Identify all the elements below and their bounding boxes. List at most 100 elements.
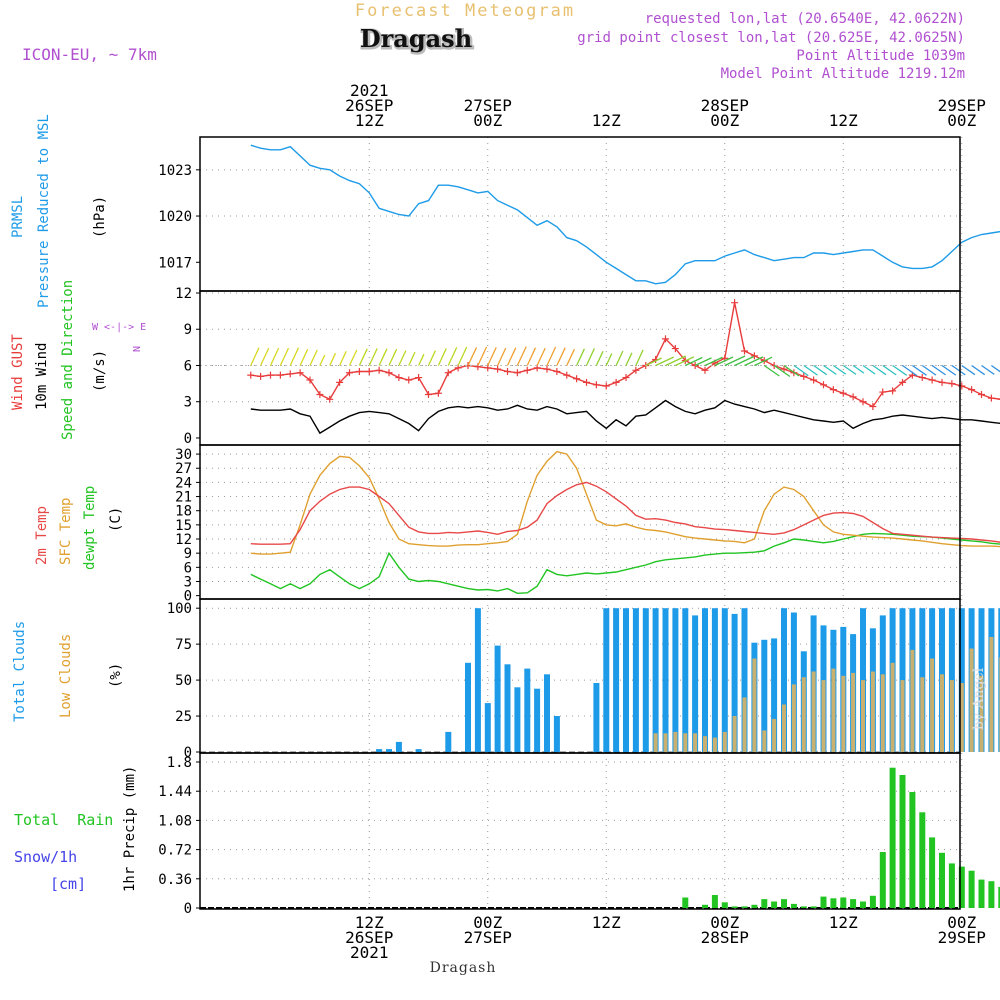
temperature-ytick-label: 24	[175, 475, 192, 491]
wind-direction-arrow	[368, 348, 378, 366]
temperature-ytick-label: 18	[175, 504, 192, 520]
wind-direction-arrow	[961, 364, 976, 376]
sfc-temp-line	[250, 450, 1000, 555]
total-cloud-bar	[632, 608, 639, 752]
wind-direction-arrow	[872, 364, 887, 376]
wind-ytick-label: 3	[184, 395, 192, 411]
wind-gust-line-marker	[365, 368, 373, 376]
rain-bar	[929, 837, 936, 908]
meteogram-title: Forecast Meteogram	[355, 1, 575, 21]
low-cloud-bar	[772, 718, 777, 752]
wind-direction-arrow	[378, 348, 388, 366]
precip-ytick-label: 1.44	[158, 784, 192, 800]
wind-direction-arrow	[595, 351, 604, 366]
wind-gust-line-marker	[602, 382, 610, 390]
wind-gust-line-marker	[622, 374, 630, 382]
wind-direction-arrow	[734, 355, 755, 367]
wind-direction-arrow	[348, 349, 358, 366]
total-cloud-bar	[998, 608, 1000, 752]
wind-gust-line-marker	[800, 372, 808, 380]
low-cloud-bar	[841, 675, 846, 752]
wind-gust-line-marker	[355, 368, 363, 376]
requested-coords: requested lon,lat (20.6540E, 42.0622N)	[645, 11, 965, 27]
wind-gust-line-marker	[405, 376, 413, 384]
wind-direction-arrow	[536, 347, 546, 366]
wind-direction-arrow	[704, 356, 723, 367]
wind-direction-arrow	[852, 364, 865, 374]
rain-bar	[948, 863, 955, 908]
low-cloud-bar	[712, 737, 717, 752]
rain-bar	[958, 866, 965, 908]
clouds-ytick-label: 100	[167, 601, 192, 617]
wind-direction-arrow	[546, 346, 557, 366]
low-cloud-bar	[959, 683, 964, 752]
bottom-time-label: 12Z	[355, 913, 384, 932]
low-cloud-bar	[949, 680, 954, 752]
precip-ytick-label: 0.72	[158, 843, 192, 859]
low-cloud-bar	[663, 733, 668, 752]
low-cloud-bar	[880, 674, 885, 752]
wind-direction-arrow	[655, 356, 675, 367]
precip-label-cm: [cm]	[50, 875, 86, 893]
clouds-ytick-label: 75	[175, 637, 192, 653]
wind-direction-arrow	[260, 347, 270, 366]
wind-gust-line-marker	[336, 378, 344, 386]
wind-speed-line	[250, 399, 1000, 435]
wind-gust-line-marker	[346, 369, 353, 377]
wind-gust-line-marker	[523, 366, 531, 374]
wind-direction-arrow	[566, 348, 575, 366]
wind-gust-line-marker	[869, 403, 877, 411]
low-cloud-bar	[900, 680, 905, 752]
wind-direction-arrow	[526, 347, 537, 366]
pressure-ytick-label: 1020	[158, 209, 192, 225]
rain-bar	[731, 906, 738, 908]
rain-bar	[879, 852, 886, 908]
pressure-label-1: PRMSL	[10, 196, 26, 238]
wind-gust-line-marker	[741, 347, 748, 355]
grid-point-coords: grid point closest lon,lat (20.625E, 42.…	[577, 30, 965, 46]
rain-bar	[761, 899, 768, 908]
temperature-ytick-label: 12	[175, 532, 192, 548]
temp-label-2m: 2m Temp	[34, 506, 50, 565]
total-cloud-bar	[781, 608, 787, 752]
wind-direction-arrow	[833, 364, 847, 375]
rain-bar	[968, 870, 975, 908]
location-title-shadow: Dragash	[361, 25, 473, 54]
wind-gust-line-marker	[454, 364, 462, 372]
precip-ytick-label: 0	[184, 901, 192, 917]
model-label: ICON-EU, ~ 7km	[22, 45, 157, 64]
total-cloud-bar	[741, 608, 748, 752]
total-cloud-bar	[376, 749, 383, 752]
total-cloud-bar	[731, 613, 738, 752]
wind-direction-arrow	[971, 364, 986, 376]
top-time-label: 28SEP	[701, 96, 749, 115]
wind-gust-line-marker	[968, 386, 976, 394]
total-cloud-bar	[613, 608, 620, 752]
wind-direction-arrow	[457, 346, 468, 366]
bottom-time-label: 2021	[350, 943, 389, 962]
wind-direction-arrow	[576, 348, 585, 366]
wind-direction-arrow	[477, 346, 488, 366]
pressure-frame	[199, 136, 961, 292]
wind-gust-line-marker	[296, 369, 304, 377]
wind-direction-arrow	[724, 355, 746, 367]
wind-direction-arrow	[269, 347, 280, 366]
temp-label-sfc: SFC Temp	[58, 498, 74, 565]
bottom-time-label: 12Z	[592, 913, 621, 932]
wind-direction-arrow	[754, 356, 773, 367]
bottom-time-label: 27SEP	[464, 928, 512, 947]
total-cloud-bar	[771, 638, 778, 752]
wind-gust-line-marker	[326, 395, 334, 403]
wind-direction-arrow	[912, 364, 927, 376]
wind-gust-line-marker	[731, 299, 739, 307]
wind-gust-line-marker	[306, 376, 314, 384]
low-cloud-bar	[910, 649, 915, 752]
precip-frame	[199, 752, 961, 910]
total-cloud-bar	[958, 608, 965, 752]
low-cloud-bar	[722, 731, 727, 752]
wind-gust-line-marker	[425, 390, 432, 398]
top-time-label: 12Z	[592, 111, 621, 130]
